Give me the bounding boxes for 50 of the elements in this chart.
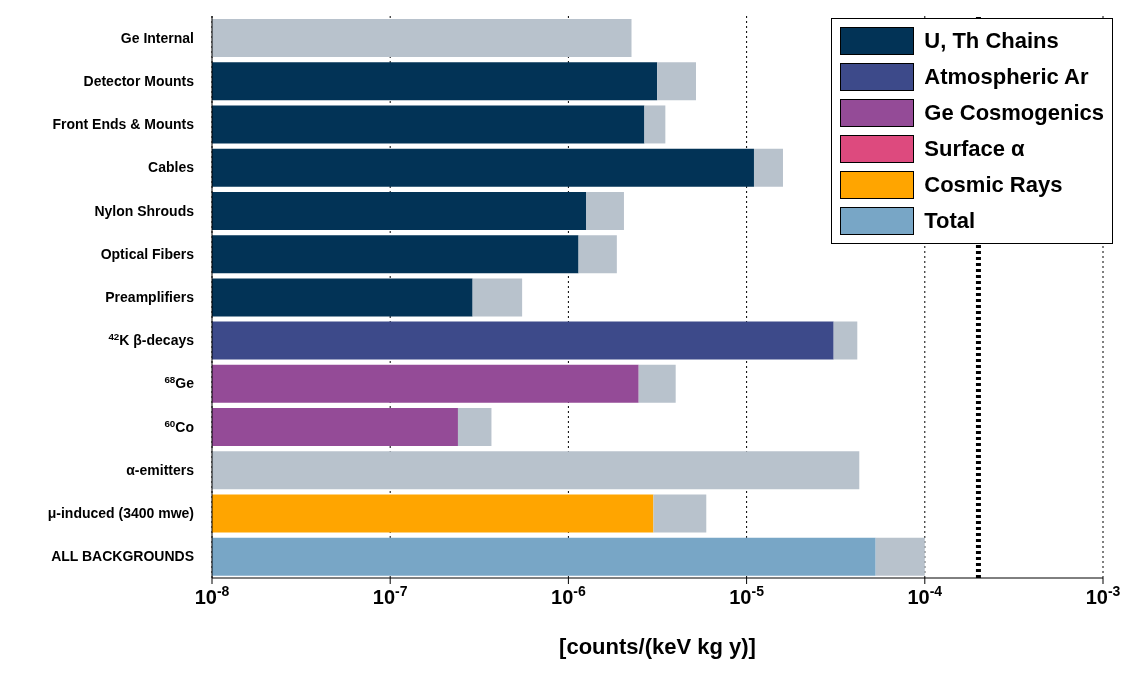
legend-label: Ge Cosmogenics — [924, 100, 1104, 126]
x-tick-label: 10$^{-6}$ — [551, 583, 586, 608]
bar — [212, 191, 587, 230]
bar — [875, 537, 925, 576]
bar — [638, 364, 676, 403]
bar — [212, 235, 579, 274]
bar — [212, 408, 458, 447]
bar — [212, 62, 658, 101]
legend-label: U, Th Chains — [924, 28, 1059, 54]
bar — [212, 321, 834, 360]
legend-label: Surface α — [924, 136, 1025, 162]
y-tick-label: Detector Mounts — [83, 72, 195, 89]
bar — [212, 19, 632, 57]
legend-label: Cosmic Rays — [924, 172, 1063, 198]
x-tick-label: 10$^{-8}$ — [194, 583, 230, 608]
y-tick-label: Cables — [148, 159, 195, 176]
y-tick-label: ALL BACKGROUNDS — [51, 548, 194, 565]
x-axis-title: [counts/(keV kg y)] — [559, 634, 756, 659]
legend-label: Total — [924, 208, 976, 234]
x-tick-label: 10$^{-5}$ — [729, 583, 765, 608]
bar — [212, 148, 754, 187]
bar — [212, 364, 639, 403]
y-tick-label: Nylon Shrouds — [94, 202, 195, 219]
bar — [212, 278, 473, 317]
bar — [657, 62, 696, 101]
bar — [753, 148, 783, 187]
bar — [212, 494, 654, 533]
bar — [833, 321, 858, 360]
bar — [644, 105, 666, 144]
bar — [578, 235, 617, 274]
y-tick-label: $^{60}$Co — [164, 417, 194, 435]
y-tick-label: $^{68}$Ge — [164, 373, 195, 392]
y-tick-label: μ-induced (3400 mwe) — [47, 505, 194, 522]
y-tick-label: α-emitters — [126, 461, 195, 478]
legend-label: Atmospheric Ar — [924, 64, 1089, 90]
x-tick-label: 10$^{-7}$ — [372, 583, 408, 608]
bar — [586, 191, 624, 230]
bar — [212, 537, 876, 576]
y-tick-label: $^{42}$K β-decays — [108, 330, 195, 349]
y-tick-label: Preamplifiers — [105, 289, 195, 305]
y-tick-label: Front Ends & Mounts — [52, 116, 195, 133]
bar — [653, 494, 707, 533]
bar — [212, 105, 645, 144]
x-tick-label: 10$^{-4}$ — [907, 583, 943, 608]
x-tick-label: 10$^{-3}$ — [1085, 583, 1121, 608]
bar — [457, 408, 492, 447]
y-tick-label: Ge Internal — [120, 29, 194, 46]
bar — [472, 278, 523, 317]
y-tick-label: Optical Fibers — [100, 245, 195, 262]
bar — [212, 451, 860, 490]
